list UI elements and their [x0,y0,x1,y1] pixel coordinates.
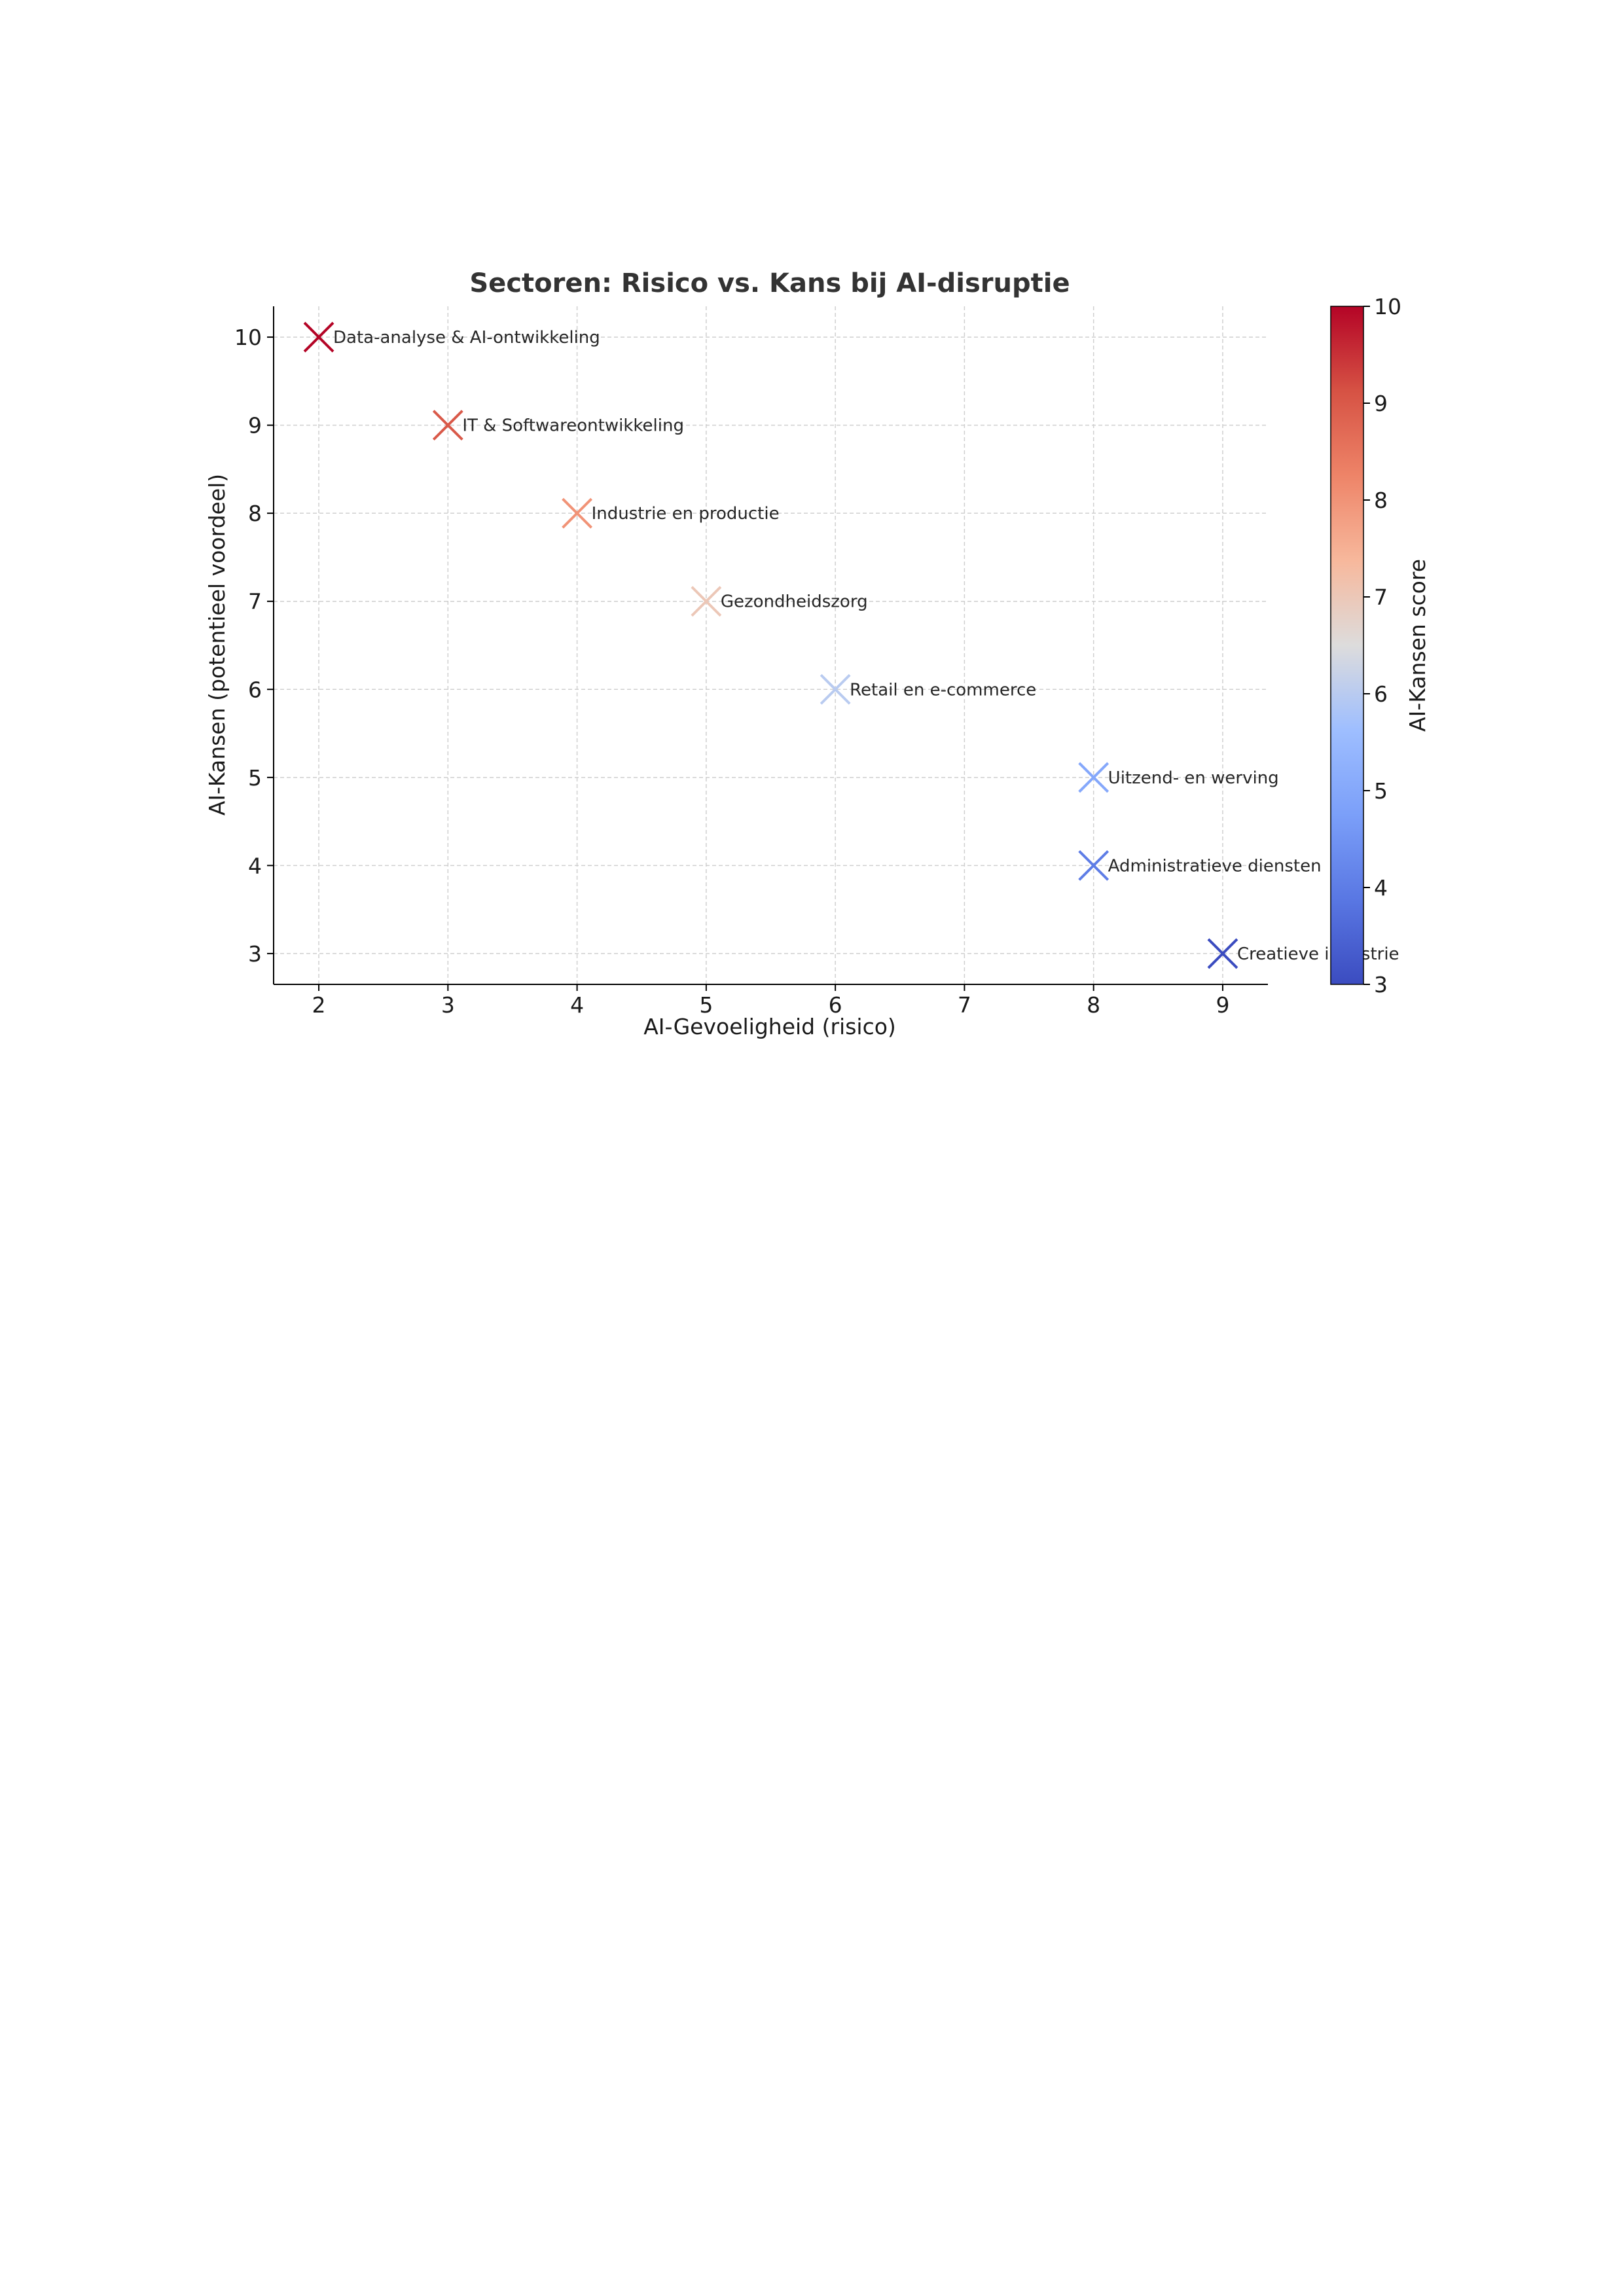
y-tick-label: 3 [248,941,262,967]
colorbar-tick-label: 7 [1374,584,1388,610]
y-tick-label: 8 [248,501,262,526]
data-point-marker [432,410,463,441]
chart-title: Sectoren: Risico vs. Kans bij AI-disrupt… [469,268,1070,298]
marker-stroke [1078,762,1110,793]
y-axis-label: AI-Kansen (potentieel voordeel) [204,474,230,816]
marker-stroke [1207,938,1238,969]
data-point-label: Gezondheidszorg [721,592,868,612]
colorbar-tick-label: 10 [1374,294,1401,319]
data-point-label: Uitzend- en werving [1108,768,1279,788]
marker-stroke [820,673,851,705]
x-tick-label: 3 [441,992,455,1018]
colorbar-tick-label: 6 [1374,681,1388,707]
marker-stroke [303,321,334,353]
x-tick-label: 5 [699,992,713,1018]
data-point-marker [303,321,334,353]
colorbar-tick-label: 3 [1374,972,1388,997]
x-tick-label: 4 [570,992,584,1018]
colorbar-ticks: 3 4 5 6 7 8 9 10 [1363,294,1401,997]
marker-stroke [432,410,463,441]
axes [273,306,1268,985]
x-tick-label: 6 [829,992,842,1018]
marker-stroke [691,586,722,617]
colorbar-tick-label: 9 [1374,391,1388,416]
data-point-label: Administratieve diensten [1108,856,1322,876]
tick-labels: 2 3 4 5 6 7 8 9 3 4 5 6 7 8 9 10 [234,325,1229,1018]
data-point-marker [1207,938,1238,969]
marker-stroke [1078,850,1110,881]
colorbar-tick-label: 4 [1374,875,1388,901]
grid [274,306,1268,984]
data-point-marker [1078,762,1110,793]
data-point-label: Industrie en productie [592,504,780,524]
data-point-label: Creatieve industrie [1237,944,1399,964]
data-point-marker [820,673,851,705]
x-tick-label: 8 [1087,992,1100,1018]
y-tick-label: 7 [248,589,262,615]
colorbar-label: AI-Kansen score [1405,559,1430,732]
y-tick-label: 6 [248,677,262,702]
x-tick-label: 9 [1216,992,1229,1018]
data-point-label: Retail en e-commerce [850,680,1036,700]
point-labels: Data-analyse & AI-ontwikkeling IT & Softw… [333,328,1399,964]
y-tick-label: 5 [248,765,262,791]
data-point-marker [1078,850,1110,881]
data-points [303,321,1238,969]
colorbar-gradient [1330,306,1364,985]
y-tick-label: 9 [248,413,262,439]
data-point-marker [562,497,593,529]
data-point-marker [691,586,722,617]
x-axis-label: AI-Gevoeligheid (risico) [643,1014,896,1039]
marker-stroke [562,497,593,529]
data-point-label: IT & Softwareontwikkeling [462,416,684,436]
x-tick-label: 2 [312,992,326,1018]
x-tick-label: 7 [958,992,971,1018]
colorbar-tick-label: 8 [1374,488,1388,513]
data-point-label: Data-analyse & AI-ontwikkeling [333,328,600,348]
y-tick-label: 4 [248,853,262,878]
colorbar: 3 4 5 6 7 8 9 10 AI-Kansen score [1330,294,1430,997]
y-tick-label: 10 [234,325,262,350]
colorbar-tick-label: 5 [1374,778,1388,804]
